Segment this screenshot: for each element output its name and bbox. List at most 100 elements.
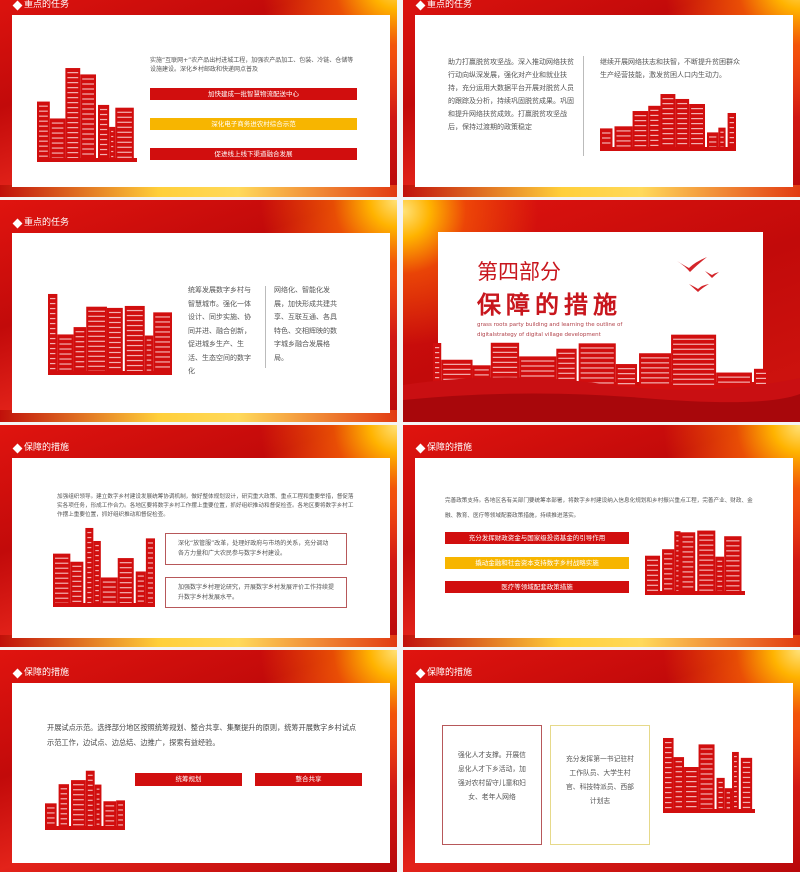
building xyxy=(65,68,81,162)
building-window-row xyxy=(59,368,72,370)
building-window-row xyxy=(616,135,631,137)
building-window-row xyxy=(700,778,713,780)
building-window-row xyxy=(147,592,153,594)
building-window-row xyxy=(691,107,704,110)
building-window-row xyxy=(673,353,715,355)
building-window-row xyxy=(665,741,672,744)
building-window-row xyxy=(676,555,679,557)
building-window-row xyxy=(87,601,92,604)
building-window-row xyxy=(67,152,79,154)
info-box: 充分发挥第一书记驻村工作队员、大学生村官、科技特派员、西部计划志 xyxy=(550,725,650,845)
building-window-row xyxy=(126,369,143,372)
building-window-row xyxy=(126,349,143,352)
building-window-row xyxy=(88,325,105,327)
building-window-row xyxy=(102,591,116,593)
slide-thumbnail-3[interactable]: 重点的任务 统筹发展数字乡村与智慧城市。强化一体设计、同步实施、协同并进、融合创… xyxy=(0,200,397,422)
building-window-row xyxy=(676,590,679,592)
building-window-row xyxy=(682,541,694,543)
slide-title: 保障的措施 xyxy=(24,668,70,678)
building-window-row xyxy=(95,549,99,552)
building-window-row xyxy=(87,819,93,821)
building-window-row xyxy=(664,573,673,575)
building-window-row xyxy=(699,544,714,546)
building-window-row xyxy=(676,540,679,542)
building-window-row xyxy=(75,336,85,338)
building-window-row xyxy=(734,780,737,783)
building-window-row xyxy=(677,127,688,130)
building-window-row xyxy=(155,351,170,353)
building-window-row xyxy=(673,348,715,350)
building-window-row xyxy=(677,107,688,110)
building-window-row xyxy=(111,130,114,133)
diamond-icon xyxy=(415,0,426,11)
building-window-row xyxy=(435,367,440,369)
building-window-row xyxy=(95,594,99,597)
slide-thumbnail-6[interactable]: 保障的措施 完善政策支持。各地区各有关部门要统筹本部署，将数字乡村建设纳入信息化… xyxy=(403,425,800,647)
building-window-row xyxy=(699,579,714,581)
building-window-row xyxy=(47,817,55,819)
building-window-row xyxy=(734,775,737,778)
building-window-row xyxy=(634,125,647,127)
building xyxy=(680,532,696,595)
building-window-row xyxy=(117,146,132,148)
building-window-row xyxy=(82,108,94,110)
building-window-row xyxy=(720,136,724,138)
building-window-row xyxy=(155,366,170,368)
slide-thumbnail-4-section-title[interactable]: 第四部分 保障的措施 grass roots party building an… xyxy=(403,200,800,422)
building-window-row xyxy=(677,117,688,120)
building-window-row xyxy=(60,808,68,810)
building-window-row xyxy=(87,804,93,806)
building-window-row xyxy=(82,93,94,95)
building-window-row xyxy=(119,572,132,574)
building-window-row xyxy=(677,137,688,140)
slide-thumbnail-2[interactable]: 重点的任务 助力打赢脱贫攻坚战。深入推动网络扶贫行动向纵深发展，强化对产业和就业… xyxy=(403,0,800,197)
building-window-row xyxy=(50,307,56,310)
building-window-row xyxy=(87,794,93,796)
building-window-row xyxy=(95,584,99,587)
building-window-row xyxy=(87,784,93,786)
city-skyline-illustration xyxy=(53,527,155,607)
building-window-row xyxy=(691,117,704,120)
slide-thumbnail-7[interactable]: 保障的措施 开展试点示范。选择部分地区按照统筹规划、整合共享、集聚提升的原则，统… xyxy=(0,650,397,872)
building-window-row xyxy=(59,348,72,350)
building-window-row xyxy=(718,381,750,383)
building-window-row xyxy=(95,554,99,557)
building-window-row xyxy=(717,565,723,567)
highlight-bar: 医疗等领域配套政策措施 xyxy=(445,581,629,593)
building-window-row xyxy=(717,560,723,562)
building-window-row xyxy=(88,310,105,312)
slide-header: 重点的任务 xyxy=(12,218,69,229)
building-window-row xyxy=(67,147,79,149)
building-window-row xyxy=(67,112,79,114)
building-window-row xyxy=(39,115,48,117)
building-window-row xyxy=(662,138,674,140)
building-window-row xyxy=(117,151,132,153)
building xyxy=(153,312,172,375)
slide-title: 保障的措施 xyxy=(427,668,473,678)
building-window-row xyxy=(662,128,674,130)
building-window-row xyxy=(673,373,715,375)
building-window-row xyxy=(686,771,697,773)
building-window-row xyxy=(126,364,143,367)
building-window-row xyxy=(634,115,647,117)
building-window-row xyxy=(39,125,48,127)
building-window-row xyxy=(677,142,688,145)
decorative-strip xyxy=(403,635,800,647)
building-window-row xyxy=(742,806,751,809)
body-text: 加强组织领导。建立数字乡村建设发展统筹协调机制，做好整体规划设计，研究重大政策、… xyxy=(57,494,354,518)
slide-thumbnail-8[interactable]: 保障的措施 强化人才支撑。开展信息化人才下乡活动，加强对农村留守儿童和妇女、老年… xyxy=(403,650,800,872)
building-window-row xyxy=(662,118,674,120)
content-panel xyxy=(12,458,390,638)
skyline-base xyxy=(663,809,755,813)
decorative-strip xyxy=(0,185,397,197)
slide-thumbnail-1[interactable]: 重点的任务 实施“互联网+”农产品出村进城工程，加强农产品加工、包装、冷链、仓储… xyxy=(0,0,397,197)
building-window-row xyxy=(50,302,56,305)
building-window-row xyxy=(682,556,694,558)
building-window-row xyxy=(734,805,737,808)
slide-thumbnail-5[interactable]: 保障的措施 加强组织领导。建立数字乡村建设发展统筹协调机制，做好整体规划设计，研… xyxy=(0,425,397,647)
building-window-row xyxy=(691,137,704,140)
building xyxy=(740,757,753,813)
building-window-row xyxy=(634,135,647,137)
building-window-row xyxy=(492,356,518,358)
building-window-row xyxy=(105,815,115,817)
